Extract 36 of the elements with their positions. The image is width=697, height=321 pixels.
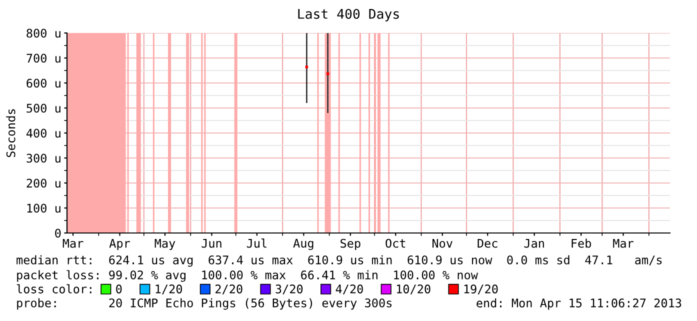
- y-tick-label: 800 u: [26, 28, 60, 38]
- legend-label: 3/20: [276, 284, 303, 294]
- x-tick-label: Jul: [246, 238, 266, 248]
- legend-label: 4/20: [336, 284, 363, 294]
- x-tick-label: Jan: [524, 238, 544, 248]
- x-tick-label: Oct: [386, 238, 406, 248]
- text: end: Mon Apr 15 11:06:27 2013: [476, 298, 682, 310]
- y-tick-label: 100 u: [27, 204, 60, 213]
- y-tick-label: 700 u: [26, 54, 60, 63]
- legend-label: 2/20: [216, 284, 242, 294]
- legend-title: loss color:: [16, 284, 92, 294]
- x-tick-label: Dec: [478, 238, 498, 248]
- text: packet loss: 99.02 % avg 100.00 % max 66.41 % min 100.00 % now: [17, 270, 478, 282]
- x-tick-label: Aug: [293, 238, 314, 250]
- y-tick-label: 0: [55, 228, 61, 238]
- legend-label: 10/20: [396, 284, 430, 294]
- x-tick-label: Mar: [613, 238, 634, 248]
- y-tick-label: 200 u: [26, 178, 60, 188]
- x-tick-label: Nov: [432, 238, 452, 248]
- text: probe: 20 ICMP Echo Pings (56 Bytes) every 300s: [17, 298, 392, 310]
- x-tick-label: Feb: [572, 238, 592, 248]
- y-tick-label: 600 u: [26, 78, 60, 88]
- legend-label: 0: [116, 284, 122, 294]
- x-tick-label: Mar: [62, 238, 84, 248]
- chart-title: Last 400 Days: [298, 8, 399, 22]
- y-tick-label: 500 u: [26, 104, 60, 113]
- y-tick-label: 300 u: [26, 154, 60, 163]
- x-tick-label: Sep: [340, 238, 360, 250]
- x-tick-label: Apr: [109, 238, 130, 250]
- y-axis-title: Seconds: [6, 109, 16, 158]
- x-tick-label: Jun: [202, 238, 222, 248]
- text: median rtt: 624.1 us avg 637.4 us max 610.9 us min 610.9 us now 0.0 ms sd 47.1 am/s: [16, 255, 662, 267]
- x-tick-label: May: [154, 238, 176, 250]
- legend-label: 1/20: [156, 284, 182, 294]
- legend-label: 19/20: [464, 284, 498, 294]
- y-tick-label: 400 u: [26, 128, 60, 138]
